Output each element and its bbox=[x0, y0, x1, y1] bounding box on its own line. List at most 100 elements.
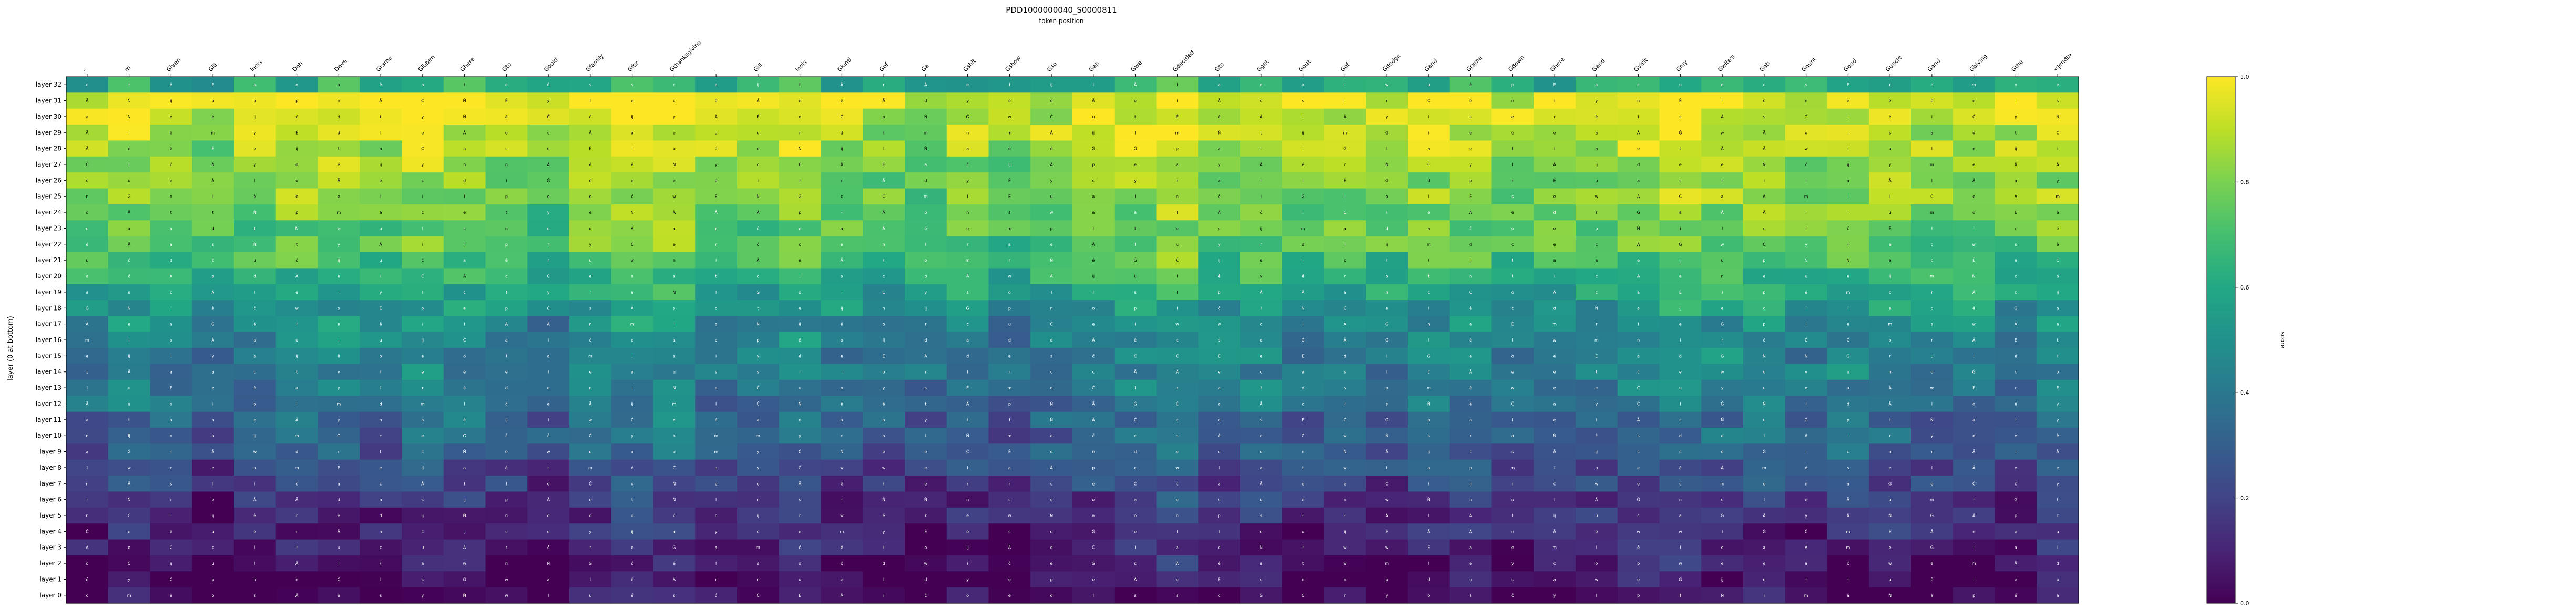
cell-label: Ń bbox=[1721, 417, 1724, 422]
cell-label: c bbox=[841, 433, 843, 438]
y-tick-label: layer 4 bbox=[39, 528, 62, 535]
cell-label: ĉ bbox=[1092, 353, 1095, 358]
cell-label: n bbox=[1721, 274, 1724, 279]
cell-label: Â bbox=[1469, 209, 1473, 215]
cell-label: i bbox=[1386, 354, 1387, 358]
x-tick-label: Gwife's bbox=[1716, 53, 1736, 73]
cell-label: e bbox=[1847, 274, 1849, 279]
cell-label: l bbox=[1512, 338, 1513, 343]
cell-label: Ä bbox=[1218, 210, 1221, 215]
cell-label: s bbox=[422, 498, 424, 502]
cell-label: d bbox=[1553, 306, 1556, 311]
cell-label: s bbox=[1134, 593, 1137, 598]
cell-label: s bbox=[338, 306, 340, 311]
cell-label: e bbox=[170, 593, 172, 598]
cell-label: e bbox=[1721, 545, 1724, 550]
heatmap-cell bbox=[653, 140, 696, 157]
cell-label: Ã bbox=[966, 274, 969, 279]
cell-label: w bbox=[840, 513, 844, 518]
cell-label: c bbox=[673, 99, 675, 104]
cell-label: a bbox=[1637, 354, 1640, 358]
cell-label: n bbox=[295, 577, 298, 582]
cell-label: Â bbox=[1176, 560, 1179, 566]
heatmap-cell bbox=[737, 108, 780, 125]
cell-label: i bbox=[506, 178, 507, 183]
cell-label: Ń bbox=[1805, 257, 1808, 263]
cell-label: e bbox=[1847, 322, 1849, 327]
x-tick-label: Given bbox=[165, 56, 182, 73]
heatmap-cell bbox=[1282, 92, 1325, 109]
cell-label: p bbox=[2015, 513, 2017, 518]
cell-label: c bbox=[380, 481, 382, 486]
cell-label: t bbox=[2057, 498, 2059, 502]
cell-label: Ċ bbox=[1344, 210, 1347, 215]
cell-label: Ċ bbox=[1176, 353, 1179, 358]
cell-label: Ń bbox=[1637, 225, 1640, 231]
cell-label: l bbox=[1931, 466, 1933, 470]
cell-label: d bbox=[1930, 82, 1933, 87]
y-tick-label: layer 15 bbox=[36, 352, 62, 359]
cell-label: ĳ bbox=[1092, 130, 1095, 135]
cell-label: ê bbox=[463, 417, 466, 422]
heatmap-cell bbox=[1030, 77, 1073, 93]
cell-label: ĳ bbox=[1596, 450, 1598, 455]
cell-label: Ċ bbox=[421, 146, 424, 151]
cell-label: i bbox=[1428, 130, 1429, 135]
heatmap-cell bbox=[695, 140, 738, 157]
heatmap-cell bbox=[1995, 125, 2037, 141]
x-tick-label: Ghere bbox=[1549, 56, 1566, 73]
cell-label: ê bbox=[2057, 433, 2059, 438]
cell-label: e bbox=[1134, 529, 1137, 534]
heatmap-cell bbox=[1534, 92, 1576, 109]
cell-label: u bbox=[212, 99, 214, 104]
cell-label: l bbox=[1974, 545, 1975, 550]
heatmap-cell bbox=[653, 92, 696, 109]
cell-label: o bbox=[1050, 498, 1053, 502]
heatmap-cell bbox=[443, 156, 486, 173]
cell-label: ĉ bbox=[295, 114, 298, 119]
cell-label: Ń bbox=[1050, 257, 1053, 263]
cell-label: n bbox=[966, 210, 969, 215]
cell-label: d bbox=[1847, 401, 1849, 406]
cell-label: t bbox=[254, 226, 255, 231]
heatmap-cell bbox=[1030, 125, 1073, 141]
cell-label: n bbox=[505, 561, 508, 566]
cell-label: p bbox=[1637, 561, 1640, 566]
cell-label: Ċ bbox=[421, 98, 424, 104]
cell-label: ĳ bbox=[1679, 306, 1681, 311]
cell-label: é bbox=[2057, 225, 2059, 231]
cell-label: e bbox=[1972, 433, 1975, 438]
cell-label: ĳ bbox=[1889, 274, 1891, 279]
y-tick-label: layer 30 bbox=[36, 113, 62, 120]
cell-label: ł bbox=[1009, 82, 1010, 87]
cell-label: ĳ bbox=[1469, 481, 1471, 486]
cell-label: l bbox=[1554, 498, 1555, 502]
cell-label: Ã bbox=[1134, 369, 1137, 375]
cell-label: e bbox=[1511, 545, 1514, 550]
cell-label: é bbox=[673, 561, 676, 566]
cell-label: a bbox=[421, 418, 424, 422]
heatmap-cell bbox=[360, 77, 402, 93]
cell-label: o bbox=[421, 82, 424, 87]
heatmap-cell bbox=[1743, 140, 1786, 157]
cell-label: Â bbox=[1888, 385, 1892, 390]
cell-label: Ń bbox=[253, 241, 257, 247]
cell-label: d bbox=[924, 577, 927, 582]
cell-label: y bbox=[799, 433, 801, 438]
cell-label: a bbox=[421, 561, 424, 566]
cell-label: e bbox=[1889, 242, 1892, 247]
heatmap-cell bbox=[905, 125, 947, 141]
heatmap-cell bbox=[1576, 77, 1618, 93]
cell-label: ĉ bbox=[1008, 529, 1010, 534]
cell-label: ê bbox=[1050, 146, 1053, 151]
y-tick-label: layer 17 bbox=[36, 321, 62, 328]
cell-label: y bbox=[1596, 401, 1598, 406]
heatmap-cell bbox=[611, 108, 654, 125]
cell-label: p bbox=[1427, 418, 1430, 422]
x-tick-label: inois bbox=[794, 59, 809, 73]
cell-label: e bbox=[421, 354, 424, 358]
cell-label: u bbox=[757, 130, 759, 135]
cell-label: a bbox=[463, 258, 466, 263]
x-tick-label: Gmy bbox=[1674, 58, 1689, 73]
cell-label: l bbox=[1428, 338, 1429, 343]
